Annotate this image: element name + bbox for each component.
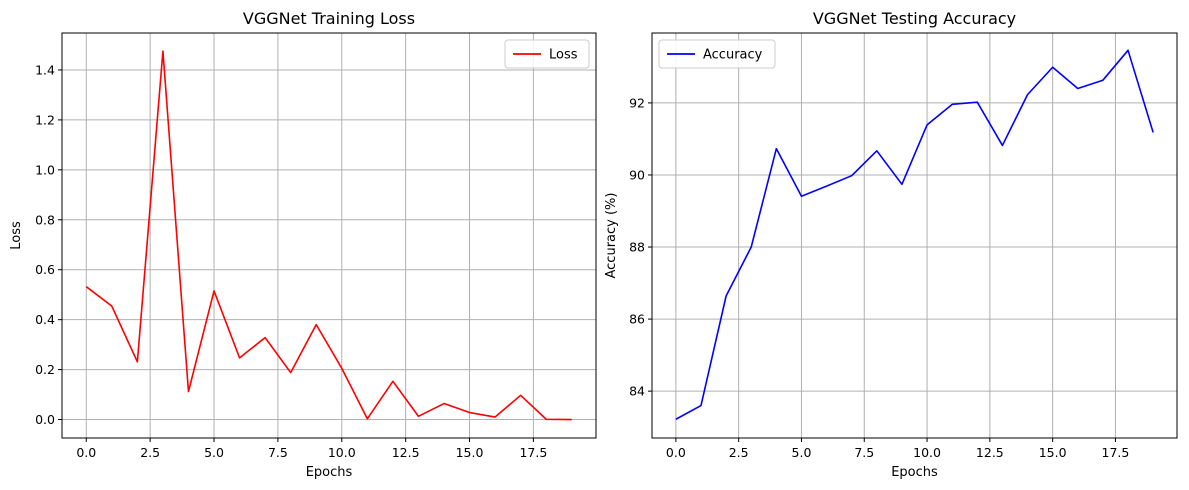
y-tick-label: 84 (629, 384, 645, 399)
y-axis: 84 86 88 90 92 (629, 95, 652, 399)
chart-panel-1: 0.0 2.5 5.0 7.5 10.0 12.5 15.0 17.5 0.0 0.2 0.4 0.6… (9, 9, 597, 480)
y-axis: 0.0 0.2 0.4 0.6 0.8 1.0 1.2 1.4 (35, 62, 62, 427)
plot-frame (651, 32, 1178, 439)
series-line-loss (85, 50, 572, 421)
x-tick-label: 7.5 (854, 445, 874, 460)
y-tick-label: 0.4 (35, 312, 55, 327)
y-tick-label: 0.0 (35, 412, 55, 427)
x-tick-label: 0.0 (76, 445, 96, 460)
data-points (86, 51, 572, 420)
y-tick-label: 0.2 (35, 362, 55, 377)
y-tick-label: 0.8 (35, 212, 55, 227)
x-axis: 0.0 2.5 5.0 7.5 10.0 12.5 15.0 17.5 (76, 438, 547, 460)
legend-box (504, 39, 590, 69)
x-tick-label: 5.0 (204, 445, 224, 460)
x-tick-label: 12.5 (976, 445, 1004, 460)
y-tick-label: 0.6 (35, 262, 55, 277)
y-axis-label: Accuracy (%) (604, 193, 619, 279)
legend: Accuracy (658, 39, 776, 69)
x-tick-label: 0.0 (666, 445, 686, 460)
legend: Loss (504, 39, 590, 69)
x-tick-label: 5.0 (792, 445, 812, 460)
x-tick-label: 2.5 (140, 445, 160, 460)
legend-label: Loss (549, 48, 578, 63)
legend-label: Accuracy (703, 48, 763, 63)
y-tick-label: 1.4 (35, 62, 55, 77)
x-tick-label: 17.5 (1102, 445, 1130, 460)
x-tick-label: 12.5 (392, 445, 420, 460)
grid-lines (62, 33, 596, 438)
chart-title: VGGNet Training Loss (243, 9, 415, 28)
x-axis: 0.0 2.5 5.0 7.5 10.0 12.5 15.0 17.5 (666, 438, 1129, 460)
chart-panel-2: 0.0 2.5 5.0 7.5 10.0 12.5 15.0 17.5 84 86 88 90 92 VG… (604, 9, 1178, 480)
series-line-accuracy (675, 49, 1154, 420)
y-tick-label: 90 (629, 167, 645, 182)
x-tick-label: 10.0 (913, 445, 941, 460)
y-tick-label: 92 (629, 95, 645, 110)
plot-frame (61, 32, 597, 439)
x-tick-label: 2.5 (729, 445, 749, 460)
y-tick-label: 86 (629, 312, 645, 327)
x-axis-label: Epochs (306, 465, 353, 480)
x-tick-label: 7.5 (268, 445, 288, 460)
legend-box (658, 39, 776, 69)
x-tick-label: 15.0 (1039, 445, 1067, 460)
y-tick-label: 88 (629, 240, 645, 255)
x-axis-label: Epochs (891, 465, 938, 480)
chart-title: VGGNet Testing Accuracy (813, 9, 1016, 28)
y-tick-label: 1.0 (35, 162, 55, 177)
grid-lines (652, 33, 1177, 438)
x-tick-label: 15.0 (456, 445, 484, 460)
y-tick-label: 1.2 (35, 112, 55, 127)
x-tick-label: 10.0 (328, 445, 356, 460)
x-tick-label: 17.5 (519, 445, 547, 460)
y-axis-label: Loss (9, 221, 24, 250)
data-points (675, 50, 1154, 420)
